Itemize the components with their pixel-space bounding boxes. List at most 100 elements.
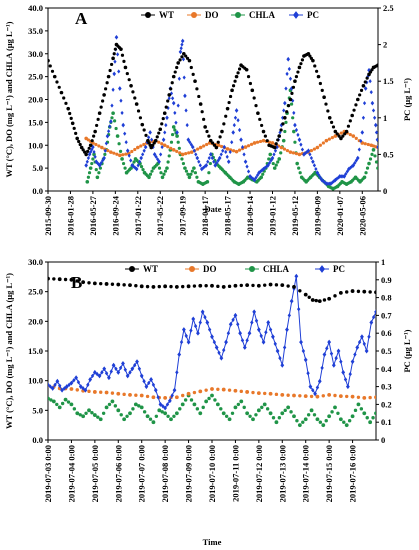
point-pc-interp: [362, 101, 367, 106]
point-do: [333, 134, 338, 138]
point-pc-interp: [254, 318, 259, 323]
point-chla-interp: [276, 160, 280, 164]
point-pc-interp: [242, 152, 246, 157]
point-pc-interp: [369, 90, 373, 95]
point-pc-interp: [230, 140, 234, 145]
point-wt-interp: [178, 58, 182, 62]
y-right-tick-label: 0.9: [381, 275, 392, 285]
point-pc-interp: [154, 154, 158, 159]
point-pc-interp: [284, 86, 288, 91]
point-pc: [181, 327, 186, 333]
point-wt-interp: [341, 134, 345, 138]
y-left-tick-label: 30.0: [28, 49, 43, 59]
point-wt: [210, 283, 214, 288]
point-chla: [277, 157, 282, 161]
point-do-interp: [204, 388, 208, 392]
point-chla: [268, 411, 273, 416]
point-pc-interp: [197, 159, 201, 164]
point-pc-interp: [160, 145, 164, 150]
point-pc-interp: [311, 387, 315, 393]
point-wt-interp: [157, 131, 161, 135]
point-pc-interp: [334, 355, 338, 361]
point-wt: [123, 65, 128, 70]
point-chla-interp: [148, 172, 153, 176]
point-pc: [256, 327, 261, 333]
point-pc-interp: [138, 159, 142, 164]
point-pc-interp: [294, 127, 299, 133]
point-wt: [129, 83, 133, 88]
legend-label-wt: WT: [159, 10, 174, 20]
point-wt-interp: [224, 114, 228, 118]
point-pc: [243, 159, 248, 165]
point-wt-interp: [239, 283, 243, 288]
point-pc-interp: [201, 165, 205, 170]
point-wt-interp: [72, 126, 76, 130]
point-chla: [309, 408, 314, 413]
point-wt: [220, 129, 224, 134]
point-pc-interp: [254, 175, 258, 180]
point-pc-interp: [359, 138, 363, 144]
point-chla-interp: [119, 413, 123, 417]
point-wt-interp: [337, 134, 341, 138]
point-do-interp: [368, 395, 372, 400]
x-tick-label: 2018-09-14: [245, 195, 255, 235]
point-chla-interp: [178, 407, 182, 411]
point-wt-interp: [335, 132, 339, 136]
point-pc: [331, 362, 336, 368]
point-do-interp: [339, 131, 343, 135]
point-pc: [239, 137, 243, 143]
x-tick-label: 2016-01-28: [65, 196, 75, 236]
point-do: [288, 150, 293, 154]
point-chla: [104, 405, 109, 410]
point-wt-interp: [281, 122, 285, 126]
point-do-interp: [205, 142, 209, 147]
point-pc-interp: [85, 159, 89, 164]
point-do-interp: [285, 148, 290, 153]
point-pc-interp: [67, 382, 71, 388]
point-do-interp: [122, 392, 126, 397]
point-do-interp: [99, 390, 103, 394]
point-wt-interp: [155, 135, 159, 139]
point-chla-interp: [277, 416, 282, 420]
point-pc-interp: [104, 371, 109, 376]
point-chla: [111, 111, 115, 116]
x-tick-label: 2019-07-06 0:00: [113, 445, 123, 502]
point-wt-interp: [330, 120, 334, 124]
point-chla: [180, 402, 185, 407]
point-pc: [341, 369, 346, 375]
point-chla-interp: [170, 132, 175, 137]
point-pc: [83, 387, 88, 393]
point-wt-interp: [108, 68, 112, 73]
point-pc-interp: [164, 123, 168, 128]
point-pc: [139, 155, 143, 161]
point-do: [210, 387, 214, 391]
point-pc-interp: [221, 148, 225, 153]
legend-marker-do: [189, 266, 195, 272]
point-do-interp: [251, 390, 255, 395]
point-do-interp: [196, 147, 200, 151]
point-pc-interp: [335, 176, 339, 181]
point-pc: [200, 309, 205, 315]
point-pc-interp: [357, 339, 362, 345]
point-pc: [266, 320, 271, 325]
point-wt-interp: [348, 119, 352, 123]
point-chla-interp: [150, 169, 154, 173]
point-chla: [110, 399, 115, 404]
point-pc-interp: [161, 403, 165, 409]
point-pc-interp: [325, 346, 329, 351]
legend-marker-pc: [293, 11, 299, 19]
point-wt-interp: [134, 284, 138, 288]
point-pc-interp: [367, 334, 371, 339]
point-pc-interp: [296, 306, 301, 312]
y-right-tick-label: 0.4: [381, 364, 392, 374]
point-chla-interp: [96, 415, 100, 419]
point-wt-interp: [127, 78, 131, 82]
point-chla-interp: [373, 154, 377, 158]
point-pc: [333, 177, 338, 183]
point-wt-interp: [211, 141, 215, 145]
point-chla: [157, 408, 162, 413]
point-wt: [88, 143, 93, 148]
point-chla-interp: [55, 402, 59, 407]
point-chla: [81, 414, 86, 419]
point-pc: [313, 391, 317, 397]
